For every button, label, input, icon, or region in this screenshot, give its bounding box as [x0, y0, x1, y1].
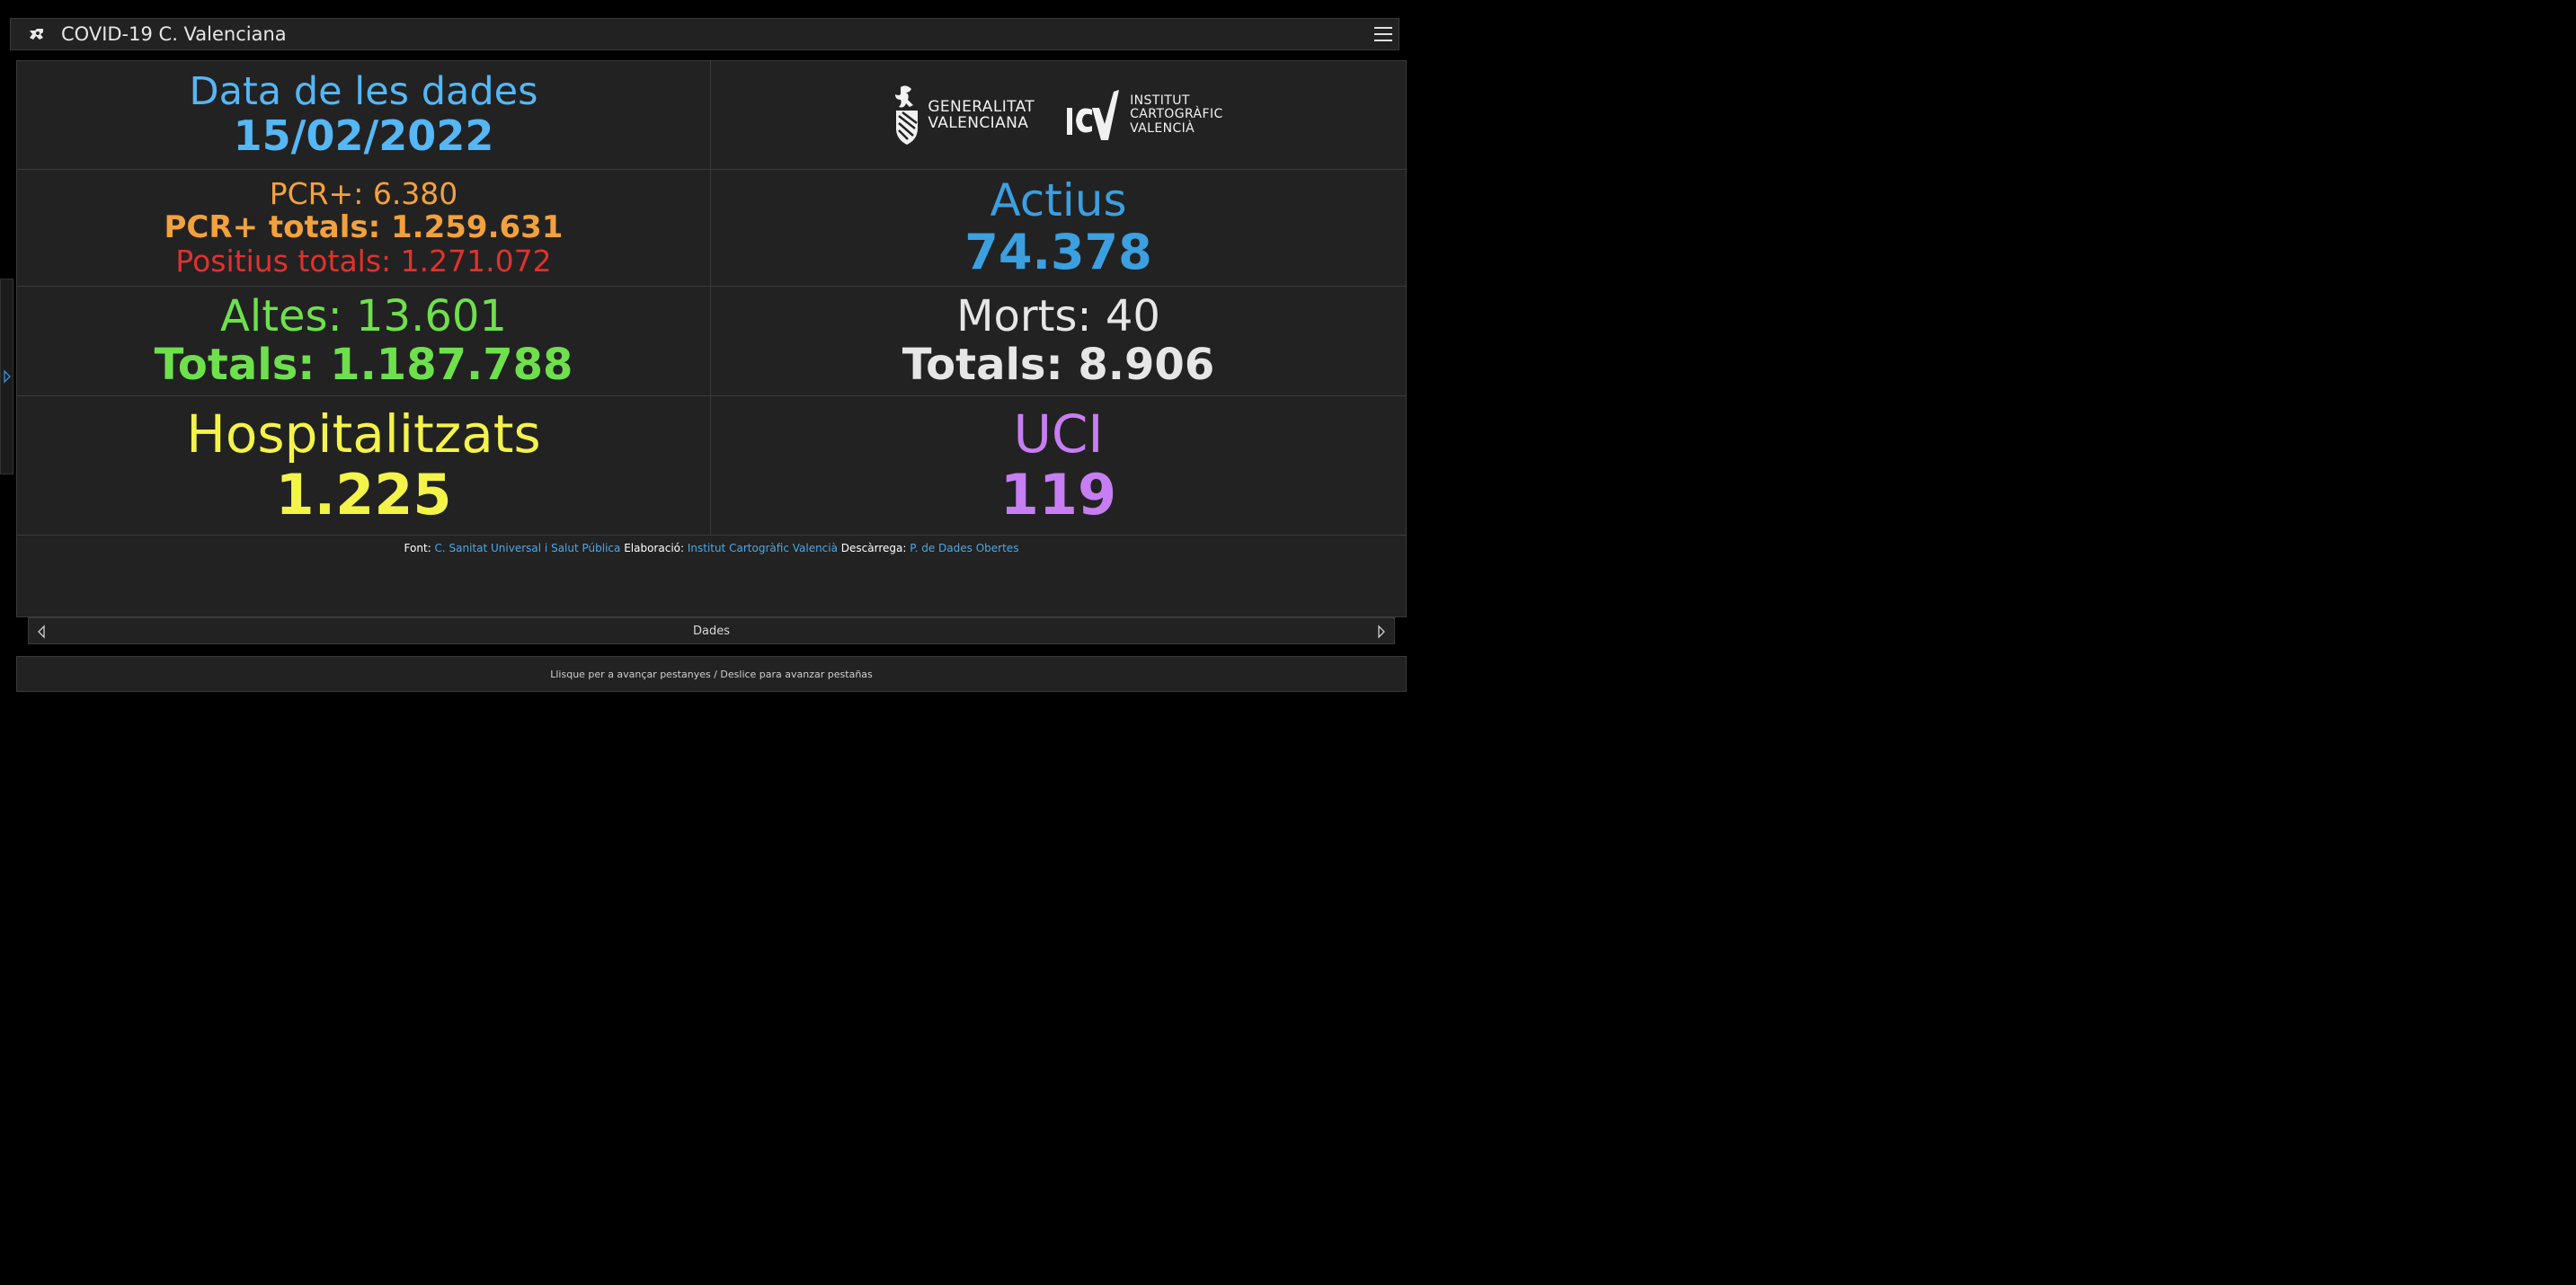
positius-total: Positius totals: 1.271.072 [175, 243, 552, 279]
gva-line-2: VALENCIANA [928, 114, 1029, 132]
app-header: COVID-19 C. Valenciana [10, 18, 1399, 50]
pcr-cell: PCR+: 6.380 PCR+ totals: 1.259.631 Posit… [17, 170, 711, 287]
actius-cell: Actius 74.378 [711, 170, 1406, 287]
dashboard-panel: Data de les dades 15/02/2022 GENERALITAT… [16, 60, 1407, 617]
previous-tab-arrow-icon[interactable] [37, 625, 46, 639]
altes-cell: Altes: 13.601 Totals: 1.187.788 [17, 287, 711, 396]
icv-line-1: INSTITUT [1130, 93, 1190, 108]
next-tab-arrow-icon[interactable] [1377, 625, 1386, 639]
descarrega-label: Descàrrega: [840, 542, 907, 554]
source-attribution: Font: C. Sanitat Universal i Salut Públi… [17, 542, 1406, 554]
dades-obertes-link[interactable]: P. de Dades Obertes [910, 542, 1019, 554]
elaboracio-label: Elaboració: [624, 542, 685, 554]
icv-line-2: CARTOGRÀFIC [1130, 107, 1223, 122]
tab-navigation: Dades [28, 617, 1395, 644]
pcr-total: PCR+ totals: 1.259.631 [164, 209, 564, 246]
altes-daily: Altes: 13.601 [220, 290, 507, 341]
uci-value: 119 [999, 461, 1117, 527]
date-value: 15/02/2022 [233, 111, 494, 161]
uci-label: UCI [1013, 403, 1104, 465]
gva-line-1: GENERALITAT [928, 97, 1035, 116]
morts-daily: Morts: 40 [956, 290, 1160, 341]
uci-cell: UCI 119 [711, 396, 1406, 536]
pcr-daily: PCR+: 6.380 [269, 175, 458, 211]
icv-logo-icon [1067, 90, 1120, 140]
hospitalitzats-cell: Hospitalitzats 1.225 [17, 396, 711, 536]
actius-label: Actius [990, 174, 1127, 227]
sanitat-link[interactable]: C. Sanitat Universal i Salut Pública [434, 542, 621, 554]
gva-logo-text: GENERALITAT VALENCIANA [928, 97, 1035, 132]
swipe-hint-text: Llisque per a avançar pestanyes / Deslic… [550, 668, 873, 680]
icv-link[interactable]: Institut Cartogràfic Valencià [687, 542, 838, 554]
stats-grid: Data de les dades 15/02/2022 GENERALITAT… [17, 61, 1406, 536]
icv-line-3: VALENCIÀ [1130, 120, 1195, 136]
hospitalitzats-value: 1.225 [275, 461, 452, 527]
actius-value: 74.378 [964, 224, 1152, 281]
date-cell: Data de les dades 15/02/2022 [17, 61, 711, 170]
morts-total: Totals: 8.906 [902, 339, 1215, 390]
date-label: Data de les dades [189, 69, 538, 115]
icv-logo-text: INSTITUT CARTOGRÀFIC VALENCIÀ [1130, 93, 1223, 136]
hamburger-menu-icon[interactable] [1373, 24, 1393, 44]
app-logo-icon [30, 29, 43, 40]
font-label: Font: [404, 542, 431, 554]
icv-logo: INSTITUT CARTOGRÀFIC VALENCIÀ [1065, 88, 1223, 142]
current-tab-label: Dades [693, 624, 730, 638]
logos-cell: GENERALITAT VALENCIANA INSTITUT CARTOGRÀ… [711, 61, 1406, 170]
swipe-hint-bar: Llisque per a avançar pestanyes / Deslic… [16, 656, 1407, 692]
side-panel-toggle[interactable] [0, 279, 13, 474]
altes-total: Totals: 1.187.788 [154, 339, 573, 390]
gva-logo: GENERALITAT VALENCIANA [893, 84, 1035, 146]
app-title: COVID-19 C. Valenciana [61, 23, 287, 45]
morts-cell: Morts: 40 Totals: 8.906 [711, 287, 1406, 396]
chevron-right-icon [4, 369, 11, 384]
hospitalitzats-label: Hospitalitzats [186, 403, 541, 465]
gva-emblem-icon [895, 85, 919, 145]
